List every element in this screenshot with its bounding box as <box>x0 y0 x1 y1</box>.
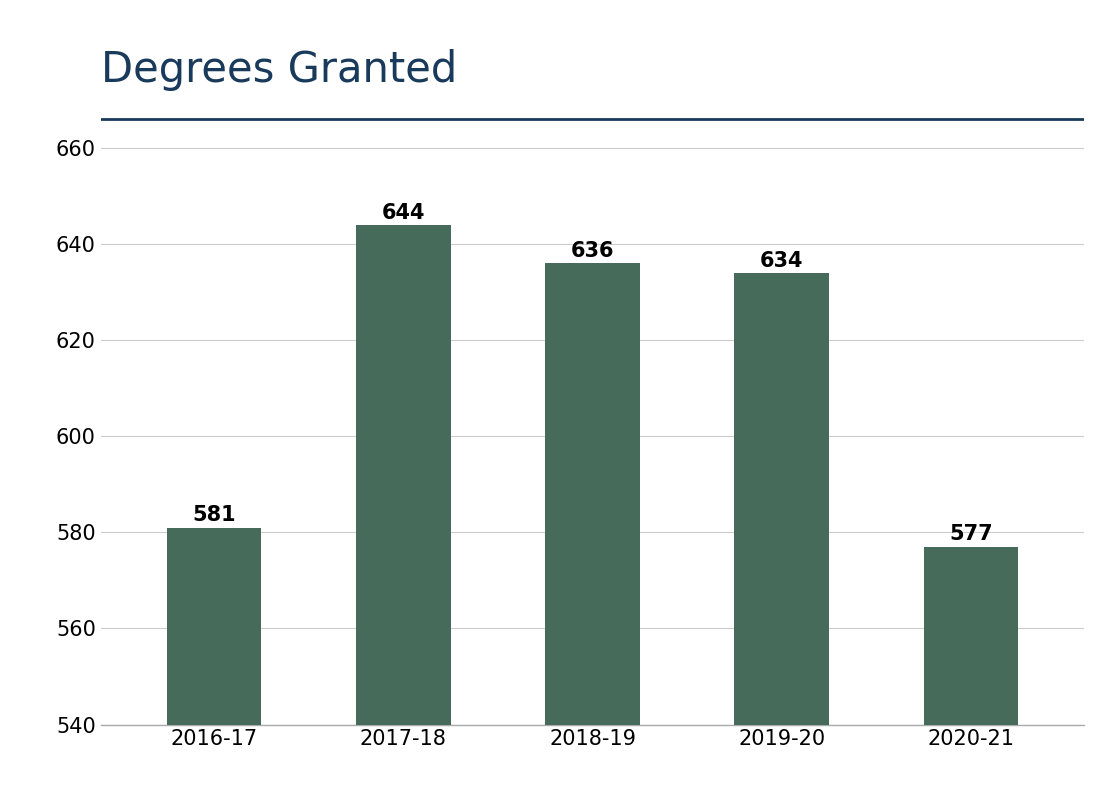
Text: 644: 644 <box>381 203 425 223</box>
Bar <box>167 527 262 805</box>
Bar <box>735 273 830 805</box>
Text: 577: 577 <box>949 524 993 544</box>
Bar <box>356 225 451 805</box>
Bar <box>923 547 1018 805</box>
Text: Degrees Granted: Degrees Granted <box>101 49 457 91</box>
Bar <box>546 263 639 805</box>
Text: 636: 636 <box>571 241 614 261</box>
Text: 634: 634 <box>760 250 804 270</box>
Text: 581: 581 <box>192 506 236 525</box>
